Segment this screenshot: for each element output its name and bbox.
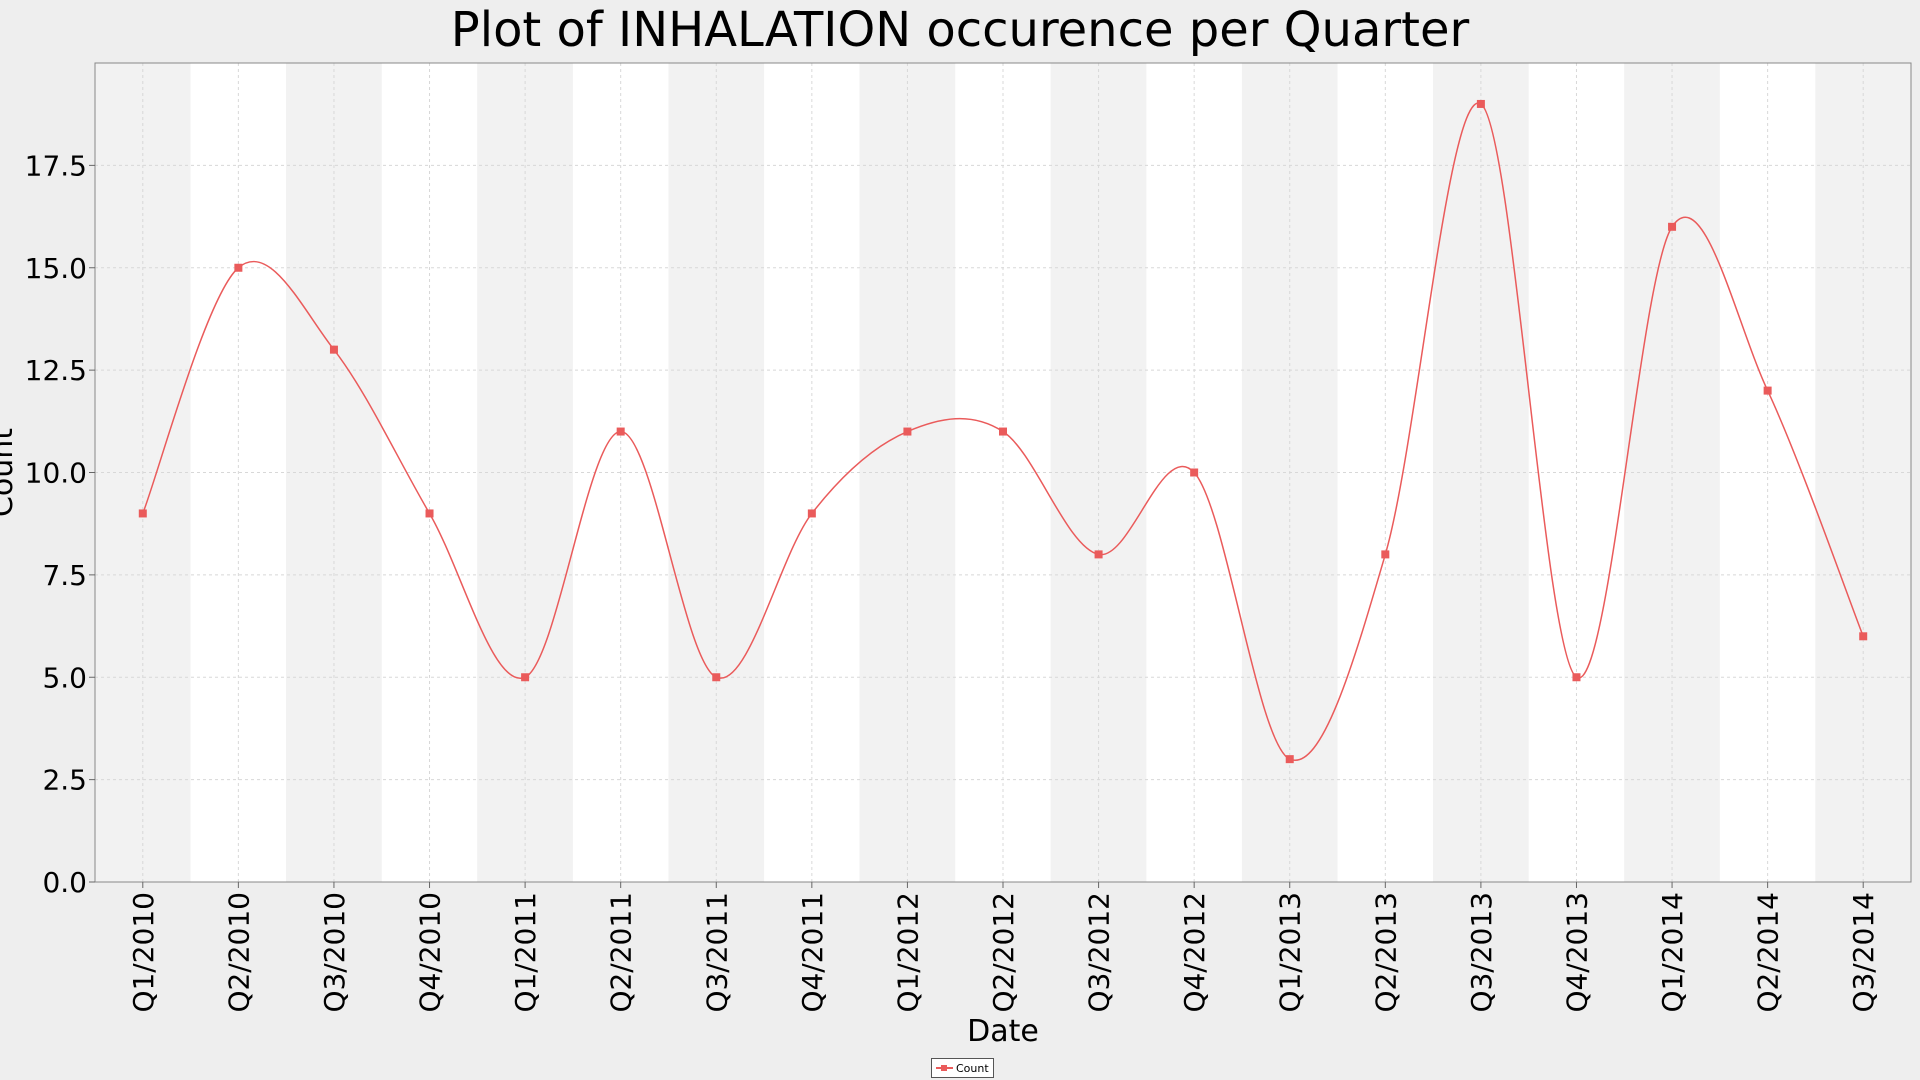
x-axis-ticks: Q1/2010 Q2/2010 Q3/2010 Q4/2010 Q1/2011 Q2/20…	[127, 882, 1880, 1013]
x-tick-label: Q3/2013	[1465, 892, 1498, 1013]
x-tick-label: Q2/2013	[1369, 892, 1402, 1013]
data-point	[1094, 550, 1103, 559]
x-tick-label: Q4/2010	[414, 892, 447, 1013]
data-point	[616, 427, 625, 436]
y-tick-label: 0.0	[42, 866, 87, 899]
legend-swatch	[936, 1063, 953, 1073]
x-axis-label: Date	[967, 1014, 1039, 1049]
y-tick-label: 5.0	[42, 661, 87, 694]
x-tick-label: Q2/2014	[1752, 892, 1785, 1013]
data-point	[425, 509, 434, 518]
data-point	[1859, 632, 1868, 641]
y-tick-label: 12.5	[25, 354, 87, 387]
data-point	[712, 673, 721, 682]
x-tick-label: Q2/2011	[605, 892, 638, 1013]
data-point	[1476, 99, 1485, 108]
x-tick-label: Q1/2010	[127, 892, 160, 1013]
legend-label: Count	[956, 1061, 989, 1075]
x-tick-label: Q3/2014	[1847, 892, 1880, 1013]
legend: Count	[931, 1058, 994, 1078]
data-point	[807, 509, 816, 518]
data-point	[138, 509, 147, 518]
y-tick-label: 10.0	[25, 457, 87, 490]
chart-title: Plot of INHALATION occurence per Quarter	[450, 2, 1470, 58]
x-tick-label: Q3/2011	[700, 892, 733, 1013]
data-point	[999, 427, 1007, 436]
x-tick-label: Q1/2013	[1274, 892, 1307, 1013]
x-tick-label: Q4/2012	[1178, 892, 1211, 1013]
data-point	[1763, 386, 1772, 395]
y-tick-label: 7.5	[42, 559, 87, 592]
data-point	[1668, 222, 1677, 231]
data-point	[1285, 755, 1294, 764]
data-point	[329, 345, 338, 354]
y-axis-ticks: 0.0 2.5 5.0 7.5 10.0 12.5 15.0 17.5	[25, 149, 95, 899]
x-tick-label: Q2/2010	[222, 892, 255, 1013]
y-axis-label: Count	[0, 428, 20, 517]
y-tick-label: 17.5	[25, 149, 87, 182]
x-tick-label: Q1/2012	[891, 892, 924, 1013]
x-tick-label: Q4/2011	[796, 892, 829, 1013]
data-point	[1381, 550, 1390, 559]
x-tick-label: Q4/2013	[1560, 892, 1593, 1013]
data-point	[1572, 673, 1581, 682]
data-point	[234, 263, 243, 272]
y-tick-label: 15.0	[25, 252, 87, 285]
x-tick-label: Q2/2012	[987, 892, 1020, 1013]
data-point	[903, 427, 912, 436]
data-point	[521, 673, 530, 682]
x-tick-label: Q3/2012	[1083, 892, 1116, 1013]
x-tick-label: Q1/2011	[509, 892, 542, 1013]
x-tick-label: Q3/2010	[318, 892, 351, 1013]
series-layer	[138, 99, 1868, 764]
x-tick-label: Q1/2014	[1656, 892, 1689, 1013]
data-point	[1190, 468, 1199, 477]
y-tick-label: 2.5	[42, 764, 87, 797]
